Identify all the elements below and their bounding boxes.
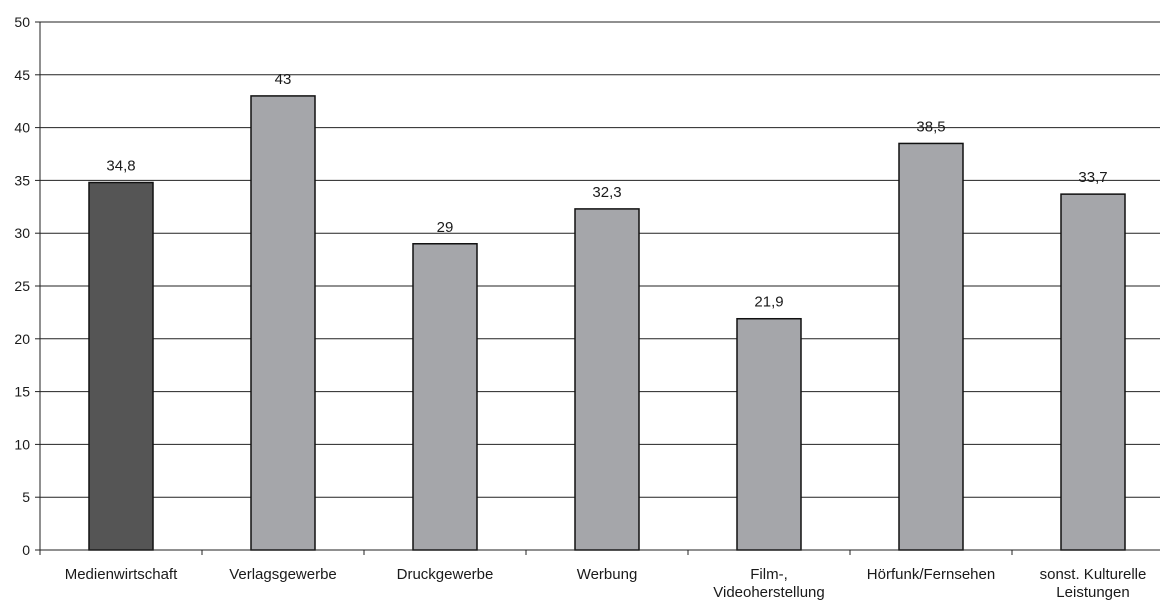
data-label: 34,8 xyxy=(106,158,135,175)
bars xyxy=(88,95,1126,551)
y-tick-label: 50 xyxy=(14,14,30,30)
category-label: Werbung xyxy=(577,566,638,583)
y-tick-label: 15 xyxy=(14,384,30,400)
data-labels: 34,8 43 29 32,3 21,9 38,5 33,7 xyxy=(106,71,1107,311)
bar xyxy=(412,243,478,551)
bar xyxy=(898,142,964,551)
bar xyxy=(1060,193,1126,551)
y-tick-label: 20 xyxy=(14,331,30,347)
data-label: 33,7 xyxy=(1078,169,1107,186)
data-label: 29 xyxy=(437,219,454,236)
y-tick-label: 45 xyxy=(14,67,30,83)
category-label: Videoherstellung xyxy=(713,584,824,601)
data-label: 21,9 xyxy=(754,294,783,311)
category-label: sonst. Kulturelle xyxy=(1040,566,1147,583)
y-tick-label: 5 xyxy=(22,489,30,505)
y-tick-label: 35 xyxy=(14,172,30,188)
x-axis-labels: Medienwirtschaft Verlagsgewerbe Druckgewer… xyxy=(65,566,1147,601)
data-label: 38,5 xyxy=(916,118,945,135)
y-tick-label: 40 xyxy=(14,120,30,136)
y-tick-label: 25 xyxy=(14,278,30,294)
category-label: Hörfunk/Fernsehen xyxy=(867,566,995,583)
axes xyxy=(39,22,1160,555)
y-tick-label: 0 xyxy=(22,542,30,558)
category-label: Medienwirtschaft xyxy=(65,566,178,583)
bar xyxy=(250,95,316,551)
data-label: 43 xyxy=(275,71,292,88)
category-label: Verlagsgewerbe xyxy=(229,566,337,583)
y-axis-ticks: 0 5 10 15 20 25 30 35 40 45 50 xyxy=(14,14,40,558)
y-tick-label: 30 xyxy=(14,225,30,241)
data-label: 32,3 xyxy=(592,184,621,201)
category-label: Film-, xyxy=(750,566,788,583)
y-tick-label: 10 xyxy=(14,436,30,452)
bar xyxy=(736,317,802,551)
bar xyxy=(574,208,640,551)
category-label: Leistungen xyxy=(1056,584,1129,601)
category-label: Druckgewerbe xyxy=(397,566,494,583)
bar xyxy=(88,181,154,551)
